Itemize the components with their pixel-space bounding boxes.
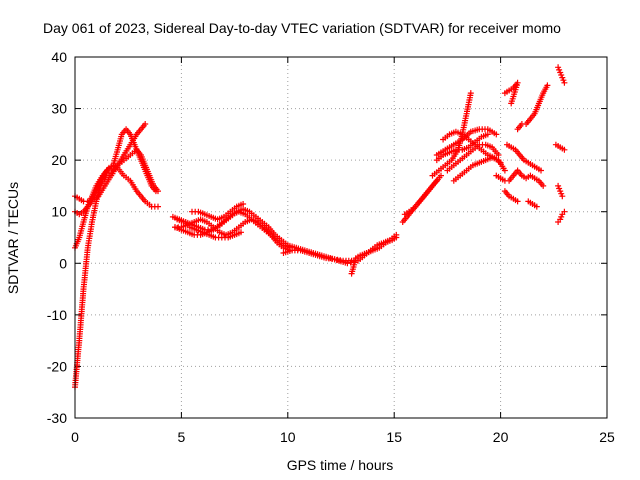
data-point: [560, 77, 567, 84]
x-tick-label: 5: [178, 429, 186, 445]
y-tick-label: -30: [47, 410, 67, 426]
data-point: [501, 167, 508, 174]
axis-ticks: 0 5 10 15 20 25 -30 -20 -10 0 10 20 30 40: [47, 49, 615, 445]
data-points: [72, 64, 568, 391]
data-point: [561, 146, 568, 153]
data-point: [559, 193, 566, 200]
data-point: [540, 182, 547, 189]
data-point: [238, 229, 244, 236]
data-point: [438, 172, 444, 179]
y-tick-label: -20: [47, 358, 67, 374]
chart-title: Day 061 of 2023, Sidereal Day-to-day VTE…: [43, 20, 561, 36]
x-tick-label: 25: [599, 429, 615, 445]
x-tick-label: 10: [280, 429, 296, 445]
y-tick-label: 10: [51, 204, 67, 220]
data-point: [561, 79, 568, 86]
plot-frame: [74, 56, 608, 419]
data-point: [240, 201, 247, 207]
y-tick-label: 0: [59, 255, 67, 271]
y-tick-label: -10: [47, 307, 67, 323]
data-point: [484, 131, 491, 138]
data-point: [533, 203, 540, 210]
x-tick-label: 0: [71, 429, 79, 445]
x-tick-label: 20: [493, 429, 509, 445]
data-point: [544, 82, 551, 89]
grid-lines: [75, 57, 607, 418]
data-point: [561, 208, 568, 215]
data-point: [142, 121, 149, 127]
x-axis-label: GPS time / hours: [287, 457, 394, 473]
y-tick-label: 30: [51, 101, 67, 117]
data-point: [467, 90, 474, 97]
data-point: [152, 188, 159, 195]
y-axis-label: SDTVAR / TECUs: [5, 182, 21, 294]
data-point: [508, 100, 515, 107]
y-tick-label: 20: [51, 152, 67, 168]
data-point: [493, 131, 500, 138]
data-point: [495, 152, 502, 158]
x-tick-label: 15: [386, 429, 402, 445]
data-point: [155, 203, 161, 210]
data-point: [538, 167, 544, 174]
data-point: [393, 231, 400, 238]
data-point: [514, 198, 521, 205]
y-tick-label: 40: [51, 49, 67, 65]
